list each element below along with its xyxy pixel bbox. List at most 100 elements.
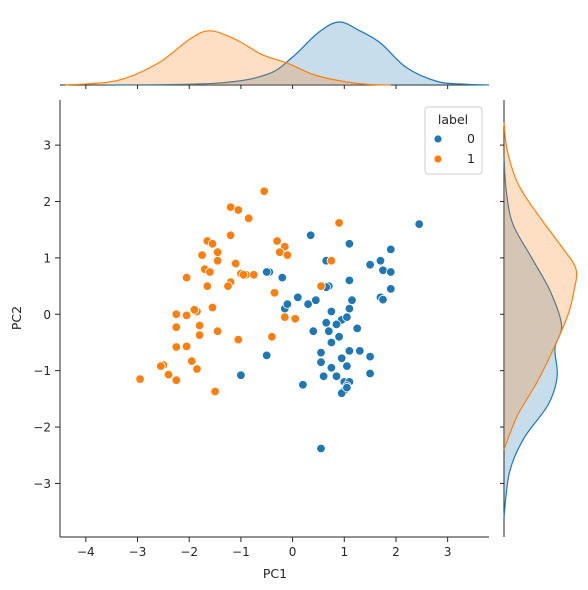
legend-marker-1	[433, 154, 443, 164]
scatter-point-label-1	[194, 330, 205, 340]
main-scatter-axes: −4 −3 −2 −1 0 1 2 3 −3 −2 −1 0 1 2 3	[33, 85, 504, 559]
x-kde-line-1	[65, 30, 391, 86]
scatter-point-label-1	[171, 375, 182, 385]
scatter-point-label-1	[326, 256, 337, 266]
x-tick-label: 1	[340, 545, 348, 559]
scatter-point-label-0	[352, 323, 362, 334]
x-kde-line-0	[106, 21, 490, 86]
x-tick-label: 3	[444, 545, 452, 559]
scatter-point-label-1	[334, 218, 344, 228]
scatter-point-label-0	[378, 265, 388, 276]
y-tick-label: 2	[43, 195, 51, 209]
x-tick-label: −3	[129, 545, 147, 559]
scatter-points	[135, 186, 424, 454]
y-marginal-kde	[503, 100, 578, 537]
scatter-point-label-1	[171, 342, 182, 352]
scatter-point-label-0	[378, 294, 388, 305]
x-tick-label: −2	[180, 545, 198, 559]
scatter-point-label-1	[212, 326, 223, 336]
x-tick-label: −1	[232, 545, 250, 559]
scatter-point-label-0	[347, 295, 357, 305]
scatter-point-label-1	[192, 364, 202, 374]
scatter-point-label-0	[331, 371, 342, 382]
y-kde-line-1	[503, 122, 578, 450]
scatter-point-label-1	[269, 288, 280, 298]
scatter-point-label-1	[238, 270, 249, 280]
scatter-point-label-1	[163, 369, 174, 380]
scatter-point-label-0	[303, 299, 313, 309]
legend-label-1: 1	[467, 151, 475, 166]
scatter-point-label-1	[171, 322, 182, 332]
scatter-point-label-0	[342, 361, 352, 371]
scatter-point-label-0	[293, 292, 303, 303]
scatter-point-label-1	[189, 305, 200, 315]
scatter-point-label-0	[331, 319, 342, 330]
scatter-point-label-0	[316, 347, 326, 358]
scatter-point-label-1	[280, 312, 290, 322]
scatter-point-label-1	[205, 267, 215, 277]
scatter-point-label-0	[386, 244, 396, 255]
x-axis-label: PC1	[263, 566, 287, 581]
scatter-point-label-0	[386, 267, 396, 277]
x-tick-label: 2	[392, 545, 400, 559]
scatter-point-label-1	[212, 256, 223, 266]
legend-title: label	[438, 112, 468, 127]
scatter-point-label-0	[282, 299, 293, 309]
scatter-point-label-0	[326, 306, 337, 317]
scatter-point-label-1	[233, 205, 244, 215]
scatter-point-label-0	[365, 260, 375, 270]
y-kde-fill-0	[504, 156, 562, 518]
x-tick-label: 0	[289, 545, 297, 559]
x-kde-fill-0	[106, 21, 489, 85]
scatter-point-label-0	[365, 351, 375, 362]
y-tick-label: 1	[43, 251, 51, 265]
y-tick-label: 0	[43, 308, 51, 322]
scatter-point-label-0	[342, 382, 352, 393]
scatter-point-label-1	[212, 247, 223, 257]
scatter-point-label-0	[365, 368, 375, 379]
scatter-point-label-0	[337, 353, 347, 364]
scatter-point-label-1	[197, 250, 207, 260]
y-tick-label: −1	[33, 364, 51, 378]
scatter-point-label-1	[207, 302, 218, 313]
scatter-point-label-0	[262, 350, 272, 361]
scatter-point-label-1	[210, 386, 220, 397]
scatter-point-label-1	[181, 341, 192, 352]
scatter-point-label-1	[202, 281, 213, 291]
scatter-point-label-0	[324, 326, 334, 336]
scatter-point-label-0	[326, 337, 337, 348]
scatter-point-label-1	[181, 310, 192, 321]
scatter-point-label-1	[194, 320, 205, 331]
scatter-point-label-1	[243, 213, 254, 224]
scatter-point-label-0	[321, 318, 331, 328]
scatter-point-label-1	[187, 356, 197, 366]
scatter-point-label-1	[156, 361, 166, 371]
scatter-point-label-0	[318, 371, 329, 382]
scatter-point-label-0	[375, 256, 386, 266]
scatter-point-label-0	[277, 272, 288, 283]
scatter-point-label-1	[233, 334, 244, 345]
scatter-point-label-1	[225, 230, 236, 241]
scatter-point-label-0	[414, 219, 424, 229]
scatter-point-label-0	[342, 312, 352, 322]
scatter-point-label-1	[171, 309, 182, 320]
scatter-point-label-1	[230, 258, 241, 269]
y-tick-label: −2	[33, 421, 51, 435]
scatter-point-label-1	[267, 332, 277, 342]
scatter-point-label-1	[181, 272, 192, 283]
scatter-point-label-0	[326, 363, 337, 373]
y-tick-label: 3	[43, 139, 51, 153]
scatter-point-label-0	[386, 284, 396, 294]
scatter-point-label-0	[344, 275, 355, 286]
scatter-point-label-1	[316, 281, 326, 291]
scatter-point-label-1	[259, 186, 269, 197]
scatter-point-label-0	[334, 332, 344, 342]
scatter-point-label-0	[298, 380, 308, 390]
scatter-point-label-1	[135, 374, 145, 384]
scatter-point-label-1	[207, 239, 218, 249]
x-marginal-kde	[60, 21, 490, 86]
y-tick-label: −3	[33, 477, 51, 491]
scatter-point-label-0	[236, 370, 246, 380]
scatter-point-label-0	[316, 443, 326, 454]
